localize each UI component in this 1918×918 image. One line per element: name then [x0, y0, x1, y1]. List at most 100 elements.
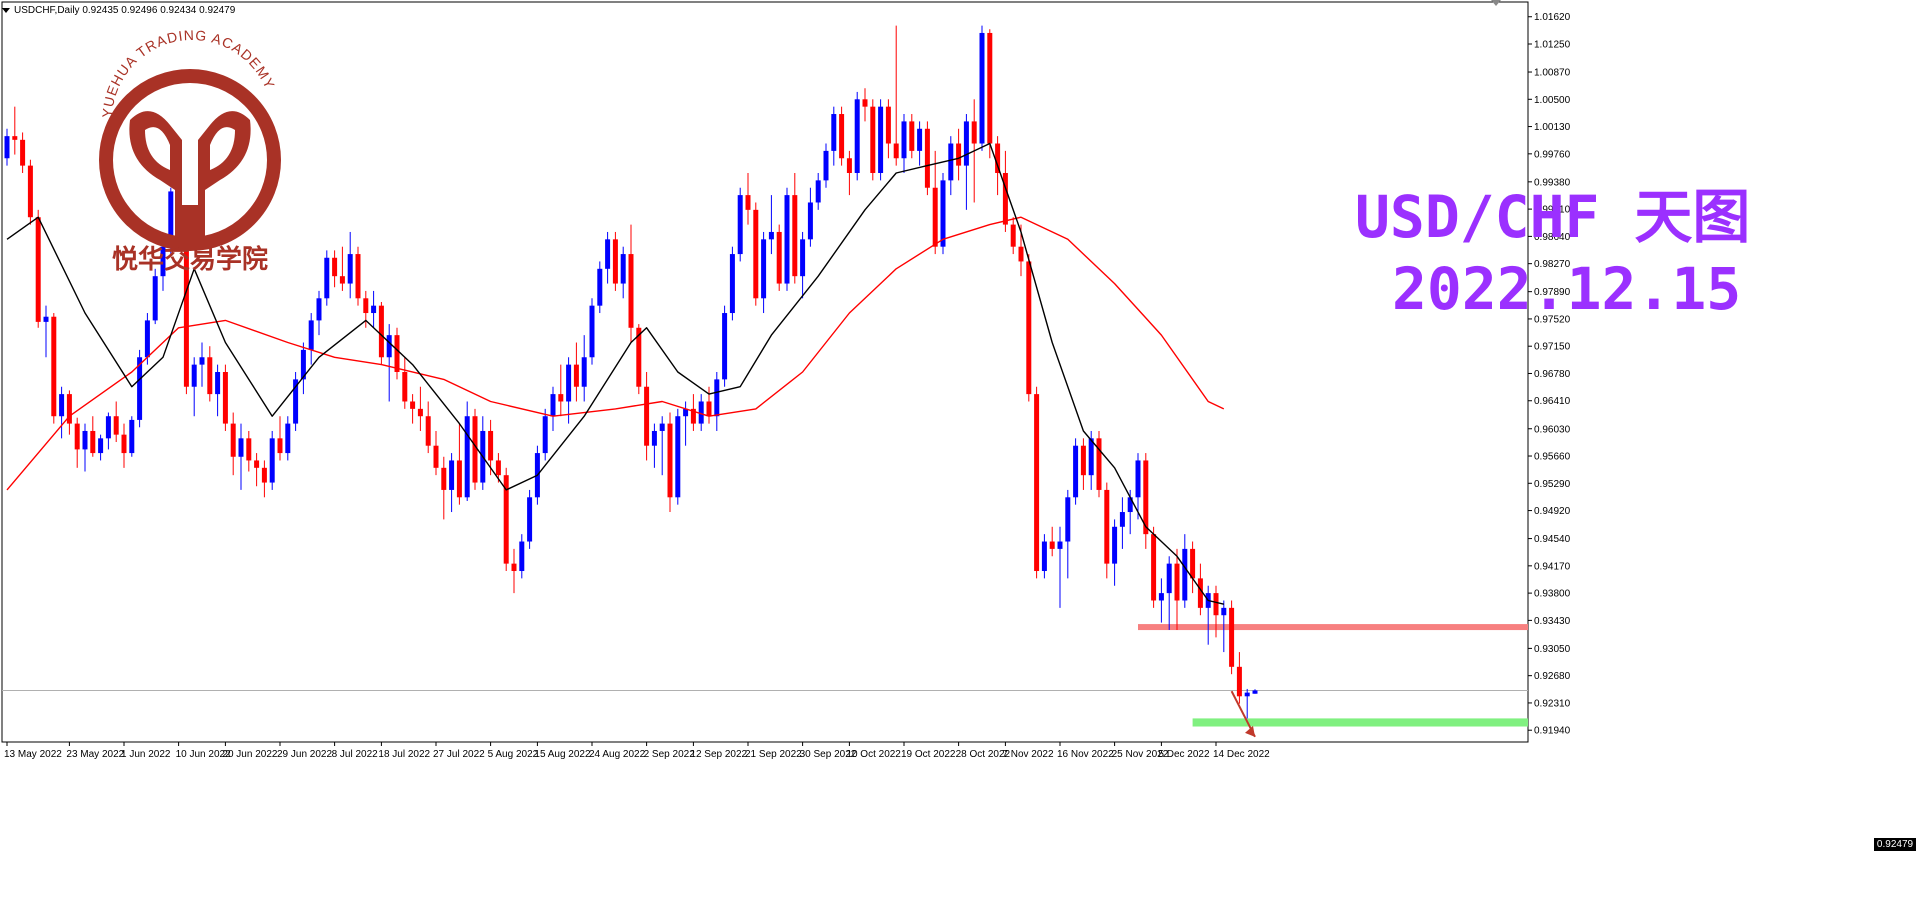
- candle-body: [98, 438, 104, 454]
- candle: [854, 91, 860, 181]
- candle: [1041, 534, 1047, 579]
- candle: [839, 106, 845, 166]
- candle: [371, 290, 377, 328]
- logo-bottom-text: 悦华交易学院: [112, 244, 268, 275]
- candle: [425, 401, 431, 454]
- y-tick-label: 0.95290: [1534, 479, 1571, 490]
- candle-body: [815, 180, 821, 203]
- candle-body: [43, 316, 49, 322]
- x-tick-label: 5 Aug 2022: [488, 749, 539, 760]
- candle: [1026, 254, 1032, 402]
- candle-body: [293, 379, 299, 424]
- x-tick-label: 14 Dec 2022: [1213, 749, 1270, 760]
- academy-logo: YUEHUA TRADING ACADEMY 悦华交易学院: [99, 30, 281, 275]
- candle-body: [1213, 593, 1219, 616]
- candle-body: [1166, 563, 1172, 594]
- candle-body: [589, 305, 595, 358]
- candle: [417, 386, 423, 431]
- candle-body: [137, 357, 143, 420]
- candle: [1190, 541, 1196, 594]
- candle: [464, 401, 470, 501]
- y-tick-label: 0.96030: [1534, 424, 1571, 435]
- candle-body: [82, 430, 88, 450]
- candle-body: [394, 335, 400, 372]
- candle-body: [1096, 438, 1102, 490]
- y-tick-label: 1.01250: [1534, 40, 1571, 51]
- candle: [792, 172, 798, 284]
- candle-body: [332, 257, 338, 277]
- candle: [456, 423, 462, 505]
- candle: [745, 172, 751, 225]
- candle: [394, 327, 400, 380]
- candle-body: [683, 408, 689, 417]
- y-tick-label: 1.00870: [1534, 68, 1571, 79]
- candle: [620, 246, 626, 299]
- candle: [963, 114, 969, 210]
- candle: [722, 305, 728, 387]
- candle-body: [246, 438, 252, 461]
- candle-body: [628, 254, 634, 328]
- candle-body: [566, 364, 572, 402]
- candle-body: [1190, 548, 1196, 579]
- candle-body: [51, 316, 57, 417]
- candle-body: [230, 423, 236, 457]
- candle: [815, 172, 821, 210]
- candle: [846, 150, 852, 196]
- candle: [753, 202, 759, 306]
- candle-body: [464, 416, 470, 498]
- candle-body: [59, 394, 65, 417]
- candle: [1213, 585, 1219, 638]
- candle-body: [527, 497, 533, 542]
- candle: [917, 121, 923, 166]
- candle: [597, 261, 603, 314]
- candle: [1065, 489, 1071, 579]
- candle-body: [20, 139, 26, 166]
- candle: [893, 25, 899, 166]
- resistance-zone: [1138, 624, 1528, 631]
- candle: [1135, 453, 1141, 520]
- candle-body: [1104, 489, 1110, 564]
- candle-body: [573, 364, 579, 387]
- y-tick-label: 1.00130: [1534, 122, 1571, 133]
- candle-body: [807, 202, 813, 240]
- candle-body: [215, 372, 221, 395]
- candle: [667, 412, 673, 513]
- candle-body: [511, 563, 517, 572]
- candle-body: [839, 114, 845, 159]
- candle: [254, 453, 260, 487]
- candle-body: [542, 416, 548, 454]
- candle-body: [675, 416, 681, 498]
- candle: [121, 423, 127, 468]
- candle-body: [27, 165, 33, 218]
- candle: [511, 548, 517, 594]
- candle: [573, 342, 579, 402]
- candle-body: [168, 191, 174, 247]
- candle: [324, 250, 330, 306]
- candle-body: [1065, 497, 1071, 542]
- chart-menu-icon[interactable]: [2, 8, 10, 13]
- candle: [1034, 386, 1040, 579]
- candle-body: [1135, 460, 1141, 498]
- candle: [4, 128, 10, 166]
- candle: [1229, 600, 1235, 675]
- candle-body: [737, 195, 743, 255]
- ma-fast-line: [6, 142, 1224, 605]
- support-zone: [1192, 718, 1528, 727]
- candle-body: [1127, 497, 1133, 513]
- candle-body: [1143, 460, 1149, 535]
- x-tick-label: 12 Sep 2022: [690, 749, 747, 760]
- candle: [12, 106, 18, 155]
- candle-body: [285, 423, 291, 454]
- candle: [768, 195, 774, 255]
- candle-body: [605, 239, 611, 269]
- candle-body: [425, 416, 431, 446]
- y-tick-label: 0.94540: [1534, 534, 1571, 545]
- scroll-marker-icon[interactable]: [1491, 0, 1501, 6]
- candle-body: [261, 467, 267, 483]
- candle: [199, 342, 205, 387]
- candle: [644, 372, 650, 461]
- candle-body: [35, 217, 41, 322]
- candle: [347, 231, 353, 299]
- candle: [378, 301, 384, 365]
